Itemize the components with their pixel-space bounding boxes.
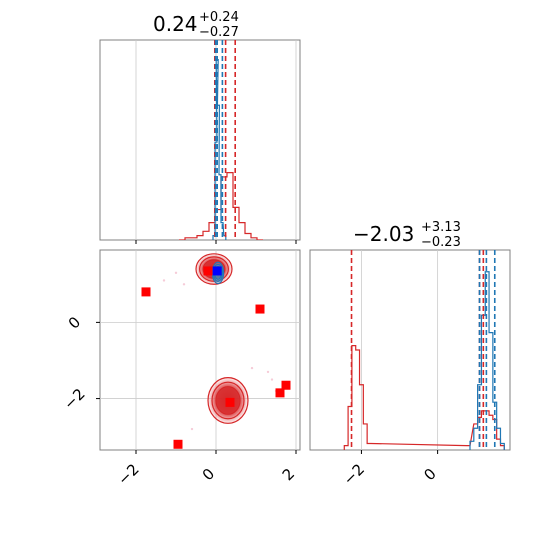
density-contour-0 [195, 253, 233, 285]
scatter-sample-point-5 [182, 283, 186, 286]
hist-param2-quantile-lines [350, 250, 496, 450]
hist-panel-param1: 0.24 +0.24 −0.27 [99, 10, 301, 244]
hist-param2-xtick-label-0: −2 [340, 460, 368, 488]
scatter-xtick-label-1: 0 [199, 465, 218, 484]
hist-param1-title-value: 0.24 [153, 12, 198, 36]
hist-param2-title-minus: −0.23 [421, 235, 461, 250]
scatter-sample-point-6 [250, 366, 254, 370]
hist-param1-title-minus: −0.27 [199, 25, 239, 40]
scatter-panel: −2 0 2 −2 0 [60, 249, 301, 489]
scatter-red-marker-5 [203, 266, 213, 276]
scatter-blue-marker [212, 266, 222, 276]
hist-param1-quantile-lines [214, 40, 236, 240]
scatter-red-marker-1 [255, 304, 265, 314]
hist-param2-title-plus: +3.13 [421, 220, 461, 235]
scatter-red-marker-4 [281, 380, 291, 390]
hist-param2-series-1-step [469, 271, 505, 450]
hist-param2-xtick-label-1: 0 [420, 465, 439, 484]
hist-param2-title: −2.03 [353, 222, 414, 246]
hist-param1-title: 0.24 [153, 12, 198, 36]
scatter-red-marker-3 [275, 388, 285, 398]
scatter-series [141, 253, 291, 449]
hist-param1-title-plus: +0.24 [199, 10, 239, 25]
scatter-red-marker-0 [141, 287, 151, 297]
density-contour-1 [211, 381, 245, 420]
scatter-sample-point-7 [190, 427, 194, 431]
scatter-ytick-label-1: 0 [65, 313, 84, 332]
scatter-xtick-label-2: 2 [279, 465, 298, 484]
scatter-ytick-label-0: −2 [60, 385, 88, 413]
hist-param2-grid [361, 250, 439, 450]
scatter-red-marker-2 [173, 439, 183, 449]
hist-panel-param2: −2 0 −2.03 +3.13 −0.23 [309, 220, 511, 489]
scatter-sample-point-3 [266, 370, 270, 374]
density-contour-2 [215, 386, 241, 415]
density-contour-0 [207, 377, 249, 424]
hist-param1-ticks [135, 240, 297, 244]
hist-param2-ticks: −2 0 [340, 450, 440, 489]
hist-param2-title-value: −2.03 [353, 222, 414, 246]
scatter-sample-point-2 [270, 378, 274, 381]
scatter-sample-point-0 [162, 279, 166, 282]
scatter-xtick-label-0: −2 [114, 460, 142, 488]
scatter-red-marker-6 [225, 397, 235, 407]
scatter-sample-point-1 [174, 271, 178, 275]
